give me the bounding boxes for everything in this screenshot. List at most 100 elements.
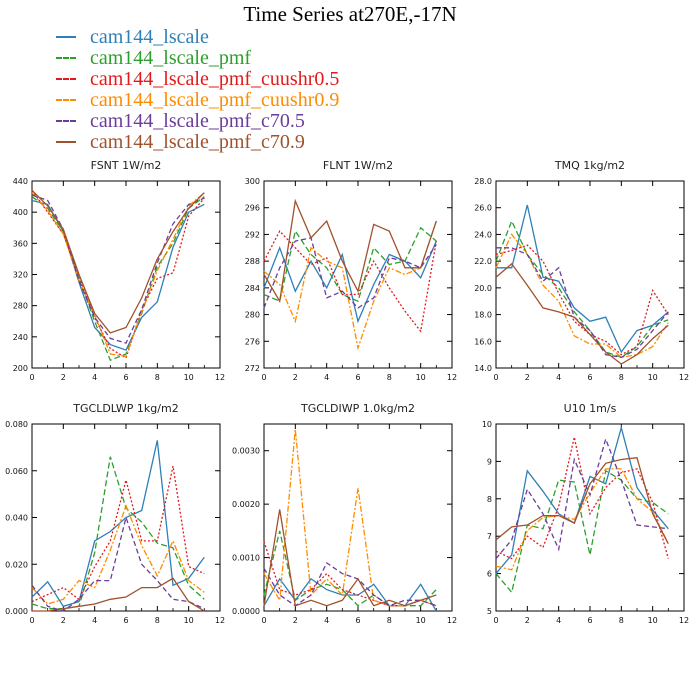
series-line [495, 425, 669, 575]
y-tick-label: 0.080 [5, 420, 28, 429]
x-tick-label: 2 [525, 616, 530, 625]
x-tick-label: 12 [447, 616, 457, 625]
x-tick-label: 4 [556, 373, 561, 382]
panel-title: U10 1m/s [564, 402, 617, 415]
x-tick-label: 8 [619, 616, 624, 625]
y-tick-label: 240 [13, 333, 28, 342]
y-tick-label: 14.0 [474, 364, 492, 373]
chart-panel: FSNT 1W/m2 0 2 4 6 8 10 12 200 240 280 320 360 400 440 [13, 159, 225, 382]
series-line [495, 262, 669, 365]
x-tick-label: 0 [493, 616, 498, 625]
plot-frame [495, 180, 685, 369]
series-line [495, 456, 669, 545]
panel-title: FSNT 1W/m2 [91, 159, 162, 172]
y-tick-label: 28.0 [474, 177, 492, 186]
series-line [31, 196, 205, 362]
x-tick-label: 2 [525, 373, 530, 382]
series-line [31, 189, 205, 359]
legend-swatch [56, 78, 76, 80]
series-line [495, 436, 669, 560]
y-tick-label: 440 [13, 177, 28, 186]
series-line [263, 237, 437, 309]
legend-label: cam144_lscale_pmf_c70.5 [90, 110, 305, 132]
series-line [263, 577, 437, 612]
x-tick-label: 12 [679, 616, 689, 625]
legend-label: cam144_lscale_pmf [90, 47, 252, 69]
legend-swatch [56, 36, 76, 38]
x-tick-label: 2 [61, 373, 66, 382]
y-tick-label: 0.0000 [232, 607, 260, 616]
y-tick-label: 7 [487, 532, 492, 541]
legend-swatch [56, 141, 76, 143]
x-tick-label: 10 [648, 373, 658, 382]
x-tick-label: 6 [123, 616, 128, 625]
y-tick-label: 200 [13, 364, 28, 373]
y-tick-label: 320 [13, 271, 28, 280]
plot-frame [31, 180, 221, 369]
y-tick-label: 6 [487, 570, 492, 579]
series-line [495, 468, 669, 571]
x-tick-label: 0 [29, 373, 34, 382]
series-line [495, 436, 669, 560]
series-line [263, 198, 437, 304]
legend-swatch [56, 120, 76, 122]
series-line [495, 233, 669, 358]
y-tick-label: 300 [245, 177, 260, 186]
x-tick-label: 2 [293, 616, 298, 625]
x-tick-label: 8 [619, 373, 624, 382]
legend-swatch [56, 57, 76, 59]
y-tick-label: 0.0030 [232, 447, 260, 456]
x-tick-label: 2 [61, 616, 66, 625]
panel-title: TGCLDLWP 1kg/m2 [72, 402, 178, 415]
y-tick-label: 284 [245, 284, 260, 293]
y-tick-label: 5 [487, 607, 492, 616]
x-tick-label: 8 [155, 373, 160, 382]
series-line [263, 229, 437, 333]
legend-swatch [56, 99, 76, 101]
y-tick-label: 10 [482, 420, 492, 429]
chart-panel: U10 1m/s 0 2 4 6 8 10 12 5 6 7 8 9 10 [482, 402, 689, 625]
x-tick-label: 0 [29, 616, 34, 625]
series-line [263, 240, 437, 324]
legend-label: cam144_lscale_pmf_cuushr0.9 [90, 89, 340, 111]
panel-title: FLNT 1W/m2 [323, 159, 393, 172]
series-line [495, 469, 669, 594]
series-line [31, 515, 205, 612]
x-tick-label: 0 [261, 373, 266, 382]
figure-title: Time Series at270E,-17N [243, 2, 457, 26]
x-tick-label: 12 [447, 373, 457, 382]
series-line [496, 204, 669, 354]
chart-panel: TMQ 1kg/m2 0 2 4 6 8 10 12 14.0 16.0 18.0 20.0 22.0 2… [474, 159, 689, 382]
series-line [495, 219, 669, 359]
series-line [31, 189, 205, 334]
y-tick-label: 272 [245, 364, 260, 373]
chart-panel: FLNT 1W/m2 0 2 4 6 8 10 12 272 276 280 284 288 292 296… [245, 159, 457, 382]
x-tick-label: 10 [416, 373, 426, 382]
x-tick-label: 4 [556, 616, 561, 625]
x-tick-label: 8 [155, 616, 160, 625]
series-line [263, 429, 437, 607]
y-tick-label: 0.0020 [232, 500, 260, 509]
plot-frame [495, 423, 685, 612]
chart-panel: TGCLDLWP 1kg/m2 0 2 4 6 8 10 12 0.000 0.020 0.040 0… [5, 402, 225, 625]
y-tick-label: 276 [245, 337, 260, 346]
x-tick-label: 6 [123, 373, 128, 382]
x-tick-label: 6 [355, 616, 360, 625]
y-tick-label: 16.0 [474, 337, 492, 346]
y-tick-label: 0.0010 [232, 554, 260, 563]
x-tick-label: 10 [416, 616, 426, 625]
x-tick-label: 2 [293, 373, 298, 382]
y-tick-label: 18.0 [474, 311, 492, 320]
x-tick-label: 0 [261, 616, 266, 625]
x-tick-label: 4 [324, 616, 329, 625]
series-line [496, 247, 669, 358]
y-tick-label: 296 [245, 204, 260, 213]
series-line [32, 577, 205, 612]
panel-title: TMQ 1kg/m2 [554, 159, 625, 172]
y-tick-label: 22.0 [474, 257, 492, 266]
y-tick-label: 26.0 [474, 204, 492, 213]
x-tick-label: 12 [679, 373, 689, 382]
series-line [263, 220, 437, 351]
series-line [31, 199, 205, 351]
